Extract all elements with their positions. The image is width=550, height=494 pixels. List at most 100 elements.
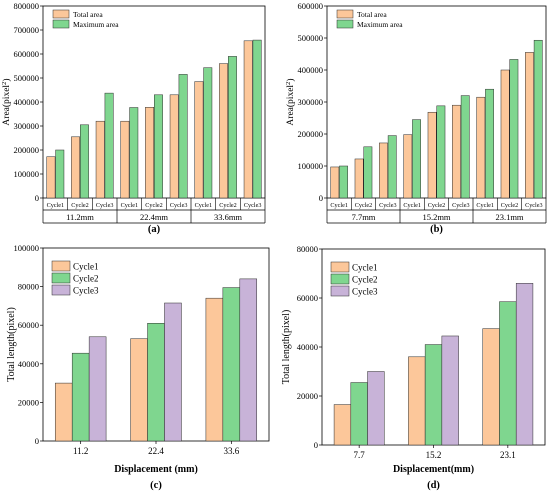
cycle-label: Cycle3 (525, 202, 543, 209)
y-tick-label: 700000 (14, 25, 40, 35)
y-tick-label: 0 (319, 193, 323, 203)
cycle-label: Cycle3 (379, 202, 397, 209)
legend-label: Cycle2 (352, 275, 378, 285)
legend-swatch (51, 260, 71, 272)
cycle-label: Cycle2 (71, 202, 89, 209)
bar-total-area (169, 94, 179, 199)
y-tick-label: 0 (35, 193, 39, 203)
bar-total-area (46, 156, 56, 199)
group-label: 15.2mm (422, 212, 450, 222)
y-tick-label: 600000 (298, 1, 324, 11)
cycle-label: Cycle2 (355, 202, 373, 209)
bar-max-area (129, 107, 139, 199)
x-axis-label: Displacement (mm) (114, 464, 198, 475)
bar-total-area (476, 96, 486, 199)
bar-max-area (228, 56, 237, 199)
y-tick-label: 500000 (298, 33, 324, 43)
x-tick-label: 22.4 (148, 446, 164, 456)
panel-1: 0 100000 200000 300000 400000 500000 600000 Cyc… (285, 1, 547, 235)
x-axis-label: Displacement(mm) (393, 464, 474, 475)
bar-total-area (145, 107, 154, 199)
bar-max-area (203, 67, 213, 199)
y-axis-label: Total length(pixel) (281, 310, 292, 385)
bar-total-area (379, 142, 388, 199)
cycle-label: Cycle3 (244, 202, 262, 209)
bar-max-area (485, 88, 494, 199)
y-tick-label: 100000 (14, 169, 40, 179)
y-tick-label: 60000 (297, 293, 318, 303)
legend-swatch (330, 285, 350, 297)
legend-label: Cycle1 (352, 263, 378, 273)
bar-max-area (154, 94, 163, 199)
bar-max-area (460, 95, 470, 199)
cycle-label: Cycle3 (96, 202, 114, 209)
cycle-label: Cycle1 (47, 202, 65, 209)
legend-swatch (52, 19, 70, 29)
legend-label: Cycle2 (73, 274, 99, 284)
bar-cycle2 (222, 287, 241, 442)
x-tick-label: 23.1 (500, 450, 516, 460)
panel-label: (c) (150, 480, 162, 491)
bar-max-area (387, 135, 397, 199)
bar-total-area (71, 136, 81, 199)
bar-total-area (452, 104, 461, 199)
y-tick-label: 20000 (297, 391, 318, 401)
y-tick-label: 600000 (14, 49, 40, 59)
group-label: 23.1mm (495, 212, 523, 222)
cycle-label: Cycle1 (121, 202, 139, 209)
panel-3: 0 20000 40000 60000 80000 7.7 15.2 23.1 Cycle1 Cy… (281, 244, 546, 491)
bar-cycle1 (54, 382, 73, 442)
cycle-label: Cycle1 (195, 202, 213, 209)
bar-total-area (330, 166, 340, 199)
legend-swatch (330, 273, 350, 285)
cycle-label: Cycle1 (476, 202, 494, 209)
cycle-label: Cycle2 (145, 202, 163, 209)
bar-max-area (363, 146, 373, 199)
bar-max-area (412, 119, 421, 199)
legend-swatch (51, 272, 71, 284)
bar-max-area (339, 165, 348, 199)
legend-label: Maximum area (357, 20, 403, 29)
group-label: 22.4mm (140, 212, 168, 222)
bar-cycle3 (164, 302, 182, 442)
legend-swatch (52, 9, 70, 19)
bar-max-area (252, 39, 262, 199)
y-tick-label: 800000 (14, 1, 40, 11)
x-tick-label: 33.6 (223, 446, 239, 456)
bar-cycle3 (441, 335, 459, 446)
y-tick-label: 400000 (298, 65, 324, 75)
panel-label: (b) (430, 224, 443, 235)
cycle-label: Cycle2 (428, 202, 446, 209)
bar-cycle1 (130, 338, 148, 442)
y-tick-label: 80000 (297, 244, 318, 254)
bar-cycle2 (350, 382, 368, 446)
bar-total-area (219, 63, 228, 199)
y-tick-label: 0 (314, 440, 318, 450)
bar-cycle2 (71, 352, 90, 442)
x-tick-label: 15.2 (426, 450, 442, 460)
y-tick-label: 100000 (298, 161, 324, 171)
bar-max-area (55, 149, 65, 199)
legend-swatch (336, 19, 354, 29)
y-tick-label: 100000 (14, 243, 40, 253)
y-tick-label: 20000 (18, 397, 39, 407)
bar-total-area (427, 111, 437, 199)
cycle-label: Cycle3 (452, 202, 470, 209)
legend-swatch (336, 9, 354, 19)
bar-cycle1 (205, 297, 224, 442)
legend-label: Cycle3 (352, 287, 378, 297)
bar-max-area (533, 39, 543, 199)
legend-label: Total area (73, 10, 103, 19)
legend-label: Maximum area (73, 20, 119, 29)
legend-label: Total area (357, 10, 387, 19)
bar-total-area (243, 40, 253, 199)
y-tick-label: 40000 (297, 342, 318, 352)
y-tick-label: 200000 (14, 145, 40, 155)
cycle-label: Cycle1 (403, 202, 421, 209)
bar-max-area (436, 105, 446, 199)
bar-cycle2 (499, 301, 517, 446)
y-axis-label: Total length(pixel) (6, 307, 17, 382)
y-tick-label: 500000 (14, 73, 40, 83)
bar-cycle1 (333, 404, 352, 446)
cycle-label: Cycle1 (330, 202, 348, 209)
